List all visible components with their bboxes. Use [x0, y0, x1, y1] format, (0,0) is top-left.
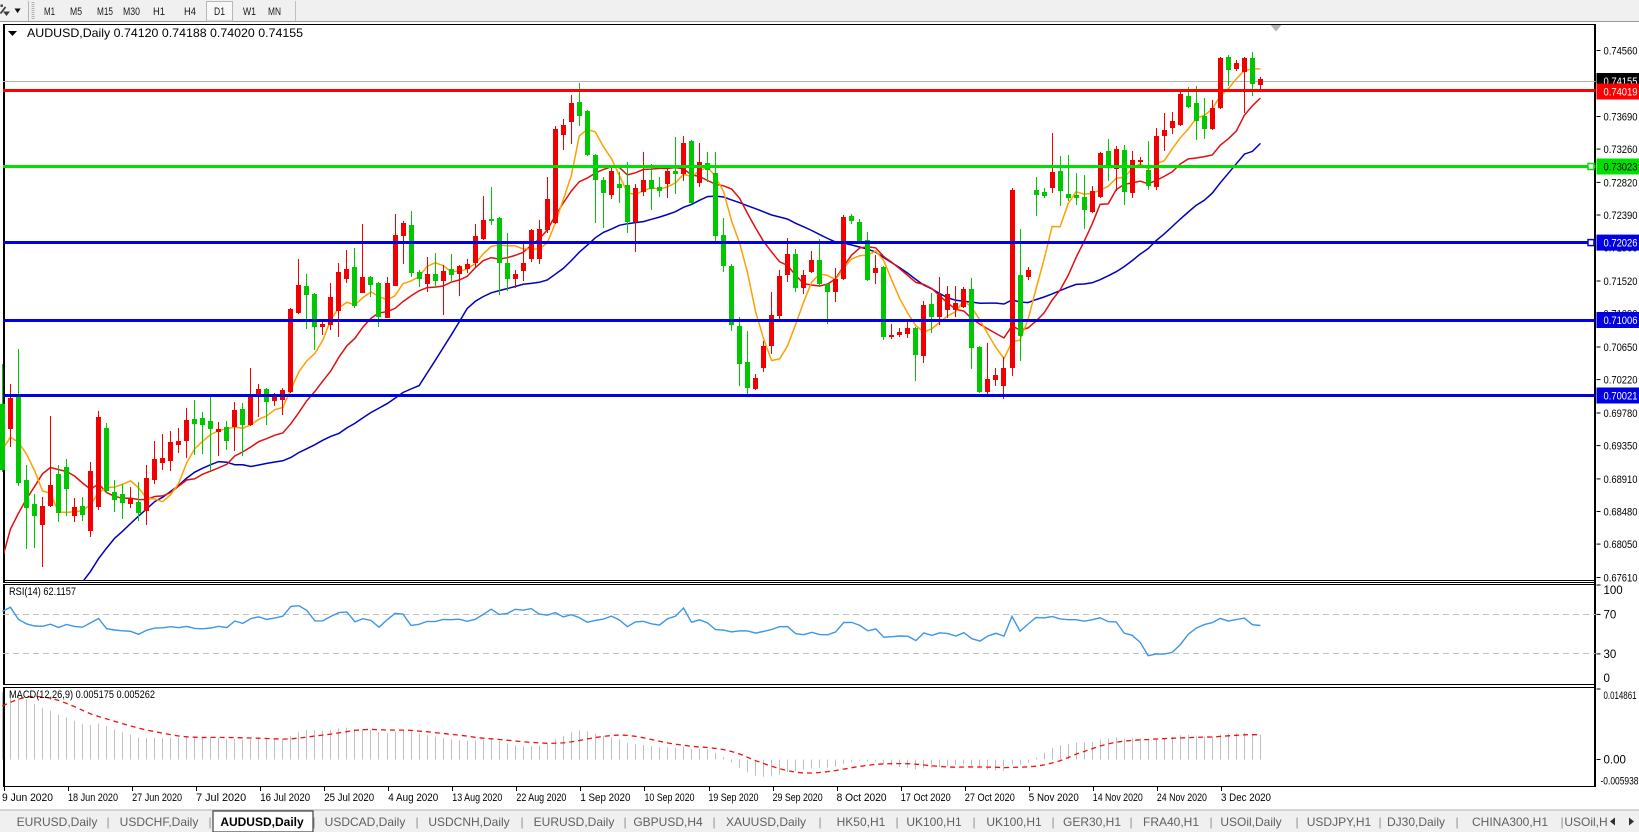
svg-text:UK100,H1: UK100,H1 — [906, 815, 962, 829]
svg-text:0.73690: 0.73690 — [1604, 112, 1638, 124]
svg-text:USDJPY,H1: USDJPY,H1 — [1307, 815, 1372, 829]
svg-text:0.72820: 0.72820 — [1604, 177, 1638, 189]
svg-text:|: | — [712, 815, 715, 829]
svg-text:0.71006: 0.71006 — [1604, 315, 1638, 327]
svg-text:|: | — [818, 815, 821, 829]
svg-text:|: | — [895, 815, 898, 829]
svg-text:1 Sep 2020: 1 Sep 2020 — [580, 792, 630, 804]
svg-text:0.00: 0.00 — [1604, 755, 1626, 767]
svg-text:16 Jul 2020: 16 Jul 2020 — [260, 792, 310, 804]
svg-text:|: | — [1378, 815, 1381, 829]
svg-text:W1: W1 — [243, 6, 256, 18]
svg-text:0.014861: 0.014861 — [1604, 690, 1637, 702]
svg-text:27 Jun 2020: 27 Jun 2020 — [132, 792, 182, 804]
svg-text:HK50,H1: HK50,H1 — [837, 815, 886, 829]
svg-text:0.70650: 0.70650 — [1604, 342, 1638, 354]
svg-text:17 Oct 2020: 17 Oct 2020 — [901, 792, 951, 804]
svg-text:H1: H1 — [153, 6, 165, 18]
svg-text:UK100,H1: UK100,H1 — [986, 815, 1042, 829]
svg-text:0.71520: 0.71520 — [1604, 276, 1638, 288]
svg-text:24 Nov 2020: 24 Nov 2020 — [1157, 792, 1207, 804]
svg-text:USOil,H: USOil,H — [1564, 815, 1607, 829]
svg-text:0.69780: 0.69780 — [1604, 408, 1638, 420]
svg-text:9 Jun 2020: 9 Jun 2020 — [2, 792, 53, 804]
svg-text:|: | — [1129, 815, 1132, 829]
svg-text:0.68910: 0.68910 — [1604, 474, 1638, 486]
svg-text:M5: M5 — [70, 6, 82, 18]
svg-text:FRA40,H1: FRA40,H1 — [1143, 815, 1199, 829]
svg-text:0.74560: 0.74560 — [1604, 46, 1638, 58]
svg-text:AUDUSD,Daily: AUDUSD,Daily — [220, 815, 304, 829]
svg-text:25 Jul 2020: 25 Jul 2020 — [324, 792, 374, 804]
svg-text:0.73260: 0.73260 — [1604, 144, 1638, 156]
svg-text:0.69350: 0.69350 — [1604, 441, 1638, 453]
svg-text:GER30,H1: GER30,H1 — [1063, 815, 1121, 829]
svg-text:7 Jul 2020: 7 Jul 2020 — [196, 792, 246, 804]
svg-text:|: | — [208, 815, 211, 829]
svg-text:0.72026: 0.72026 — [1604, 238, 1638, 250]
svg-text:0.68480: 0.68480 — [1604, 507, 1638, 519]
svg-text:22 Aug 2020: 22 Aug 2020 — [516, 792, 566, 804]
svg-text:70: 70 — [1604, 609, 1617, 621]
svg-text:D1: D1 — [214, 6, 225, 18]
svg-text:0.70220: 0.70220 — [1604, 375, 1638, 387]
svg-text:|: | — [1209, 815, 1212, 829]
svg-text:5 Nov 2020: 5 Nov 2020 — [1029, 792, 1079, 804]
svg-text:0.74019: 0.74019 — [1604, 87, 1638, 99]
svg-text:USDCNH,Daily: USDCNH,Daily — [428, 815, 509, 829]
svg-text:RSI(14) 62.1157: RSI(14) 62.1157 — [9, 586, 76, 598]
svg-text:|: | — [520, 815, 523, 829]
svg-text:4 Aug 2020: 4 Aug 2020 — [388, 792, 438, 804]
svg-text:0.73023: 0.73023 — [1604, 162, 1638, 174]
svg-text:|: | — [1560, 815, 1563, 829]
svg-text:GBPUSD,H4: GBPUSD,H4 — [633, 815, 703, 829]
svg-text:DJ30,Daily: DJ30,Daily — [1387, 815, 1445, 829]
svg-text:0.72390: 0.72390 — [1604, 210, 1638, 222]
svg-text:USDCAD,Daily: USDCAD,Daily — [325, 815, 406, 829]
svg-text:18 Jun 2020: 18 Jun 2020 — [68, 792, 118, 804]
svg-text:EURUSD,Daily: EURUSD,Daily — [534, 815, 615, 829]
svg-text:AUDUSD,Daily 0.74120 0.74188: AUDUSD,Daily 0.74120 0.74188 0.74020 0.7… — [27, 26, 303, 40]
svg-text:29 Sep 2020: 29 Sep 2020 — [773, 792, 823, 804]
svg-text:|: | — [106, 815, 109, 829]
svg-text:M30: M30 — [123, 6, 140, 18]
svg-text:|: | — [415, 815, 418, 829]
svg-text:|: | — [1295, 815, 1298, 829]
svg-text:27 Oct 2020: 27 Oct 2020 — [965, 792, 1015, 804]
svg-text:30: 30 — [1604, 649, 1617, 661]
svg-text:USOil,Daily: USOil,Daily — [1220, 815, 1281, 829]
svg-text:XAUUSD,Daily: XAUUSD,Daily — [726, 815, 806, 829]
svg-text:|: | — [623, 815, 626, 829]
svg-text:MN: MN — [268, 6, 281, 18]
svg-text:CHINA300,H1: CHINA300,H1 — [1472, 815, 1548, 829]
svg-text:8 Oct 2020: 8 Oct 2020 — [837, 792, 887, 804]
svg-text:0: 0 — [1604, 673, 1610, 685]
svg-text:H4: H4 — [184, 6, 196, 18]
svg-text:0.67610: 0.67610 — [1604, 573, 1638, 585]
svg-text:|: | — [1455, 815, 1458, 829]
svg-text:|: | — [972, 815, 975, 829]
svg-text:MACD(12,26,9) 0.005175 0.00526: MACD(12,26,9) 0.005175 0.005262 — [9, 689, 155, 701]
svg-text:USDCHF,Daily: USDCHF,Daily — [120, 815, 199, 829]
svg-text:10 Sep 2020: 10 Sep 2020 — [645, 792, 695, 804]
svg-text:100: 100 — [1604, 585, 1623, 597]
svg-text:-0.005938: -0.005938 — [1601, 776, 1639, 788]
svg-text:0.68050: 0.68050 — [1604, 539, 1638, 551]
svg-text:EURUSD,Daily: EURUSD,Daily — [17, 815, 98, 829]
svg-text:13 Aug 2020: 13 Aug 2020 — [452, 792, 502, 804]
svg-text:|: | — [1051, 815, 1054, 829]
svg-text:19 Sep 2020: 19 Sep 2020 — [709, 792, 759, 804]
svg-text:M15: M15 — [97, 6, 113, 18]
svg-text:M1: M1 — [44, 6, 55, 18]
svg-text:0.70021: 0.70021 — [1604, 391, 1638, 403]
svg-text:14 Nov 2020: 14 Nov 2020 — [1093, 792, 1143, 804]
svg-text:3 Dec 2020: 3 Dec 2020 — [1221, 792, 1271, 804]
